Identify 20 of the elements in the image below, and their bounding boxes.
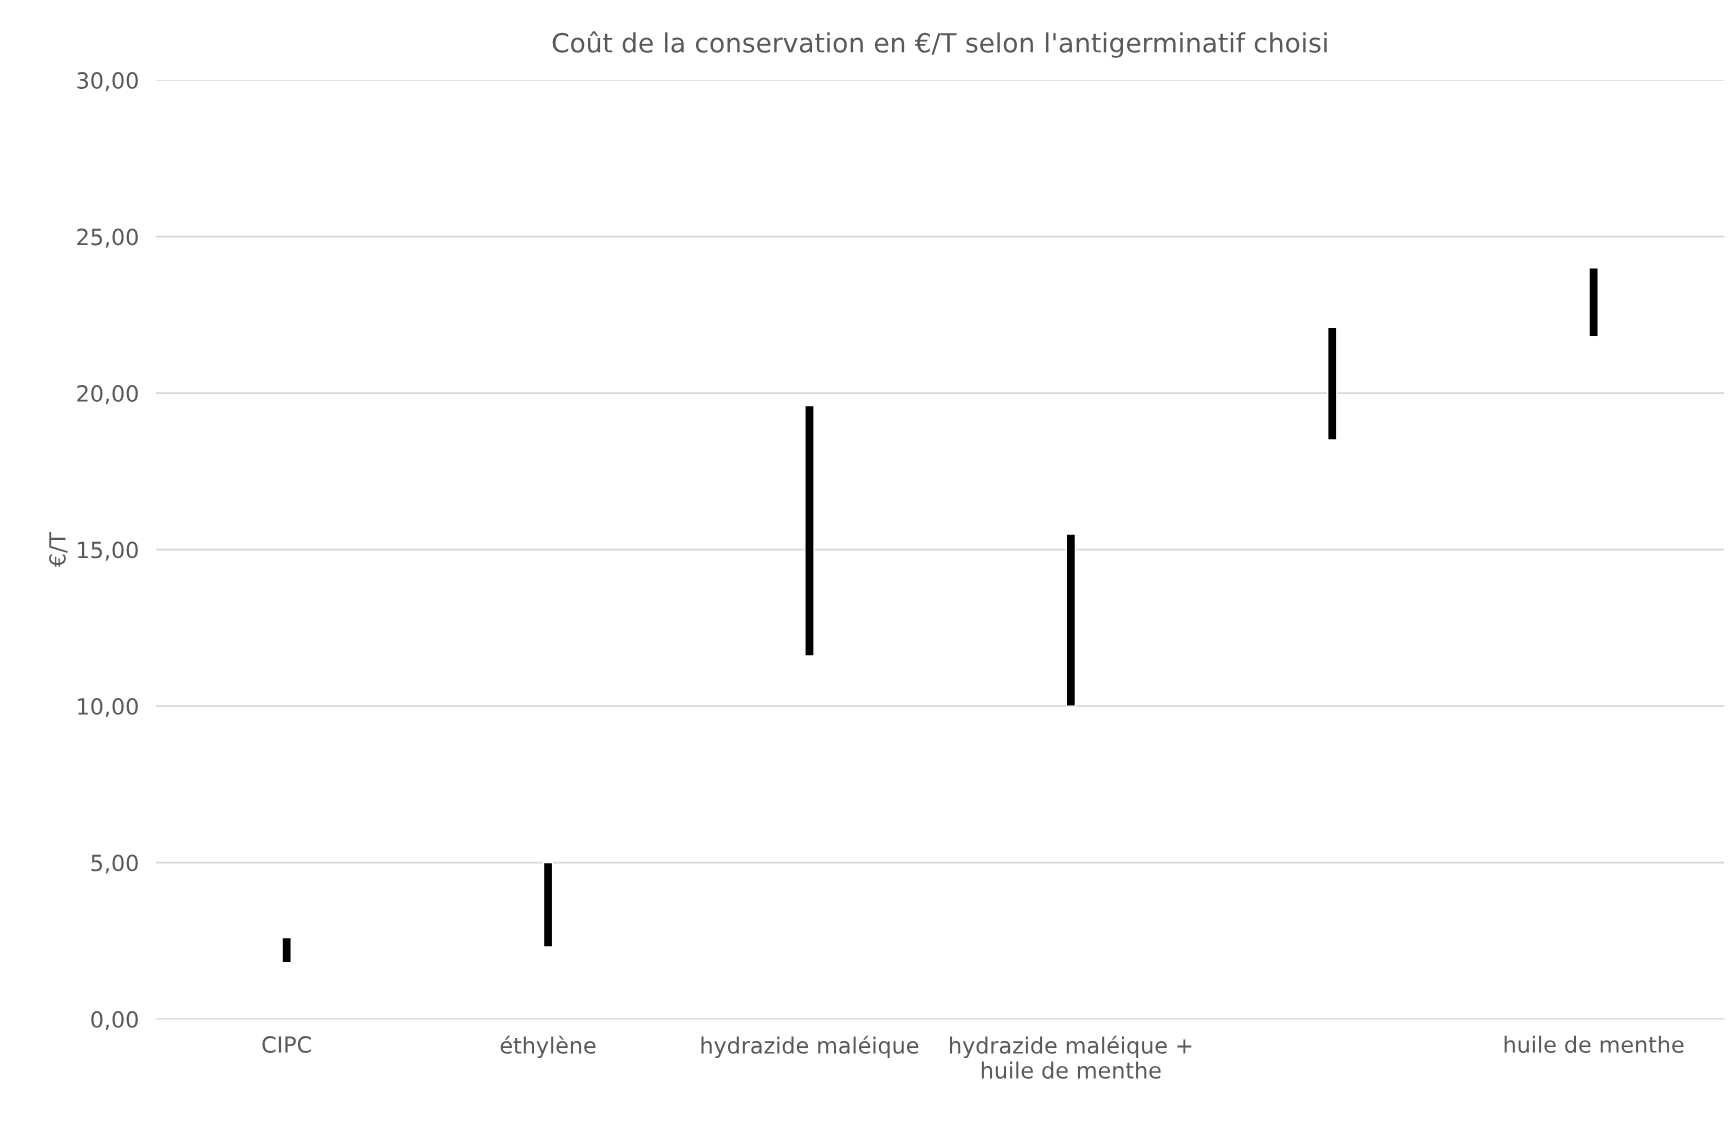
chart-title: Coût de la conservation en €/T selon l'antigerminatif choisi bbox=[552, 31, 1327, 58]
bar bbox=[804, 404, 815, 657]
bar bbox=[281, 936, 292, 964]
bar bbox=[542, 861, 554, 948]
x-tick-label: huile de menthe bbox=[1504, 1035, 1684, 1053]
y-tick-label: 20,00 bbox=[77, 385, 138, 405]
y-tick-label: 30,00 bbox=[77, 72, 138, 92]
y-tick-label: 25,00 bbox=[77, 228, 138, 248]
y-tick-label: 15,00 bbox=[78, 541, 138, 561]
x-tick-label: hydrazide maléique bbox=[701, 1035, 919, 1059]
x-tick-label: hydrazide maléique + huile de menthe bbox=[950, 1035, 1192, 1079]
y-tick-label: 0,00 bbox=[91, 1011, 138, 1031]
y-tick-label: 5,00 bbox=[91, 854, 138, 874]
x-tick-label: CIPC bbox=[262, 1036, 311, 1053]
y-axis-title: €/T bbox=[49, 531, 68, 568]
bar bbox=[1588, 267, 1599, 338]
bar bbox=[1326, 326, 1338, 441]
x-tick-label: éthylène bbox=[500, 1035, 596, 1059]
y-tick-label: 10,00 bbox=[78, 698, 138, 718]
bar bbox=[1065, 533, 1077, 707]
